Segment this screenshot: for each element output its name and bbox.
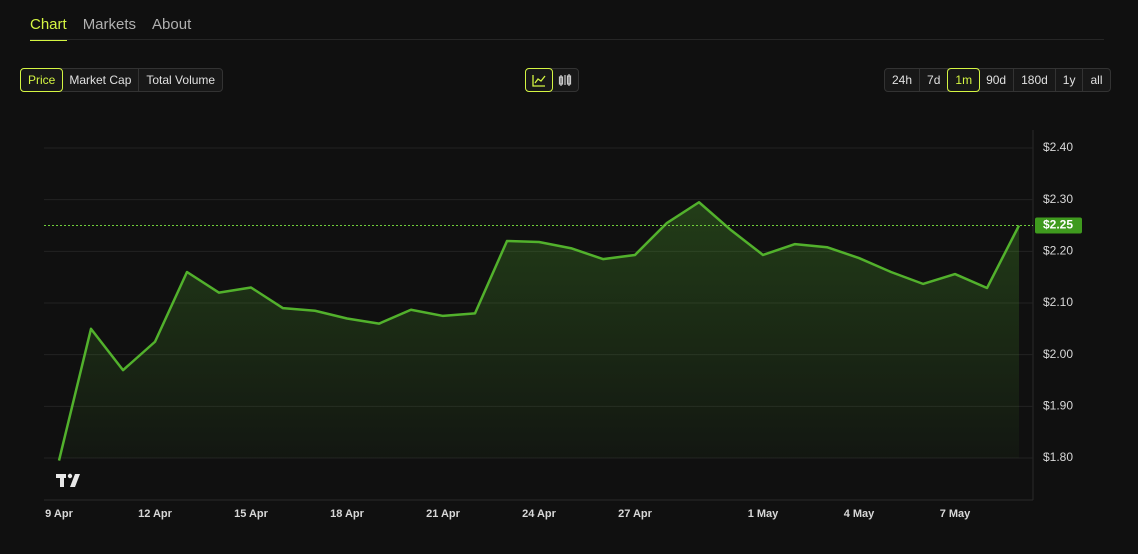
range-button[interactable]: 7d [920, 69, 949, 91]
line-icon [532, 75, 546, 87]
metric-button[interactable]: Price [20, 68, 64, 92]
metric-group: Price Market Cap Total Volume [20, 68, 224, 92]
y-tick-label: $1.80 [1043, 450, 1073, 464]
candle-icon [558, 74, 572, 86]
line-chart-button[interactable] [525, 68, 553, 92]
tab[interactable]: Chart [30, 16, 67, 41]
x-tick-label: 12 Apr [138, 508, 173, 520]
price-line [57, 201, 1021, 461]
x-tick-label: 18 Apr [330, 508, 365, 520]
area-fill [59, 202, 1019, 461]
range-button[interactable]: all [1090, 73, 1103, 87]
x-tick-label: 1 May [748, 508, 779, 520]
current-price-badge [1035, 217, 1082, 234]
x-tick-label: 24 Apr [522, 508, 557, 520]
range-button[interactable]: 1m [947, 68, 981, 92]
metric-button[interactable]: Market Cap [62, 69, 140, 91]
tab[interactable]: About [152, 16, 192, 33]
metric-button[interactable]: Total Volume [146, 73, 216, 87]
range-button[interactable]: 180d [1014, 69, 1056, 91]
tab-bar: Chart Markets About [30, 16, 191, 41]
range-button[interactable]: 24h [885, 69, 921, 91]
tradingview-logo [56, 473, 80, 487]
y-tick-label: $2.00 [1043, 347, 1073, 361]
y-tick-label: $2.20 [1043, 244, 1073, 258]
tab[interactable]: Markets [82, 16, 137, 33]
current-price-label: $2.25 [1043, 218, 1073, 232]
y-tick-label: $2.10 [1043, 295, 1073, 309]
divider [30, 39, 1104, 40]
x-tick-label: 9 Apr [45, 508, 73, 520]
range-group: 24h 7d 1m 90d 180d 1y all [884, 68, 1111, 92]
x-tick-label: 21 Apr [426, 508, 461, 520]
y-tick-label: $2.30 [1043, 192, 1073, 206]
x-tick-label: 7 May [940, 508, 971, 520]
range-button[interactable]: 90d [979, 69, 1015, 91]
candle-chart-button[interactable] [552, 69, 578, 91]
x-tick-label: 15 Apr [234, 508, 269, 520]
y-tick-label: $1.90 [1043, 399, 1073, 413]
range-button[interactable]: 1y [1056, 69, 1084, 91]
x-tick-label: 4 May [844, 508, 875, 520]
x-tick-label: 27 Apr [618, 508, 653, 520]
chart-style-group [525, 68, 579, 92]
y-tick-label: $2.40 [1043, 140, 1073, 154]
